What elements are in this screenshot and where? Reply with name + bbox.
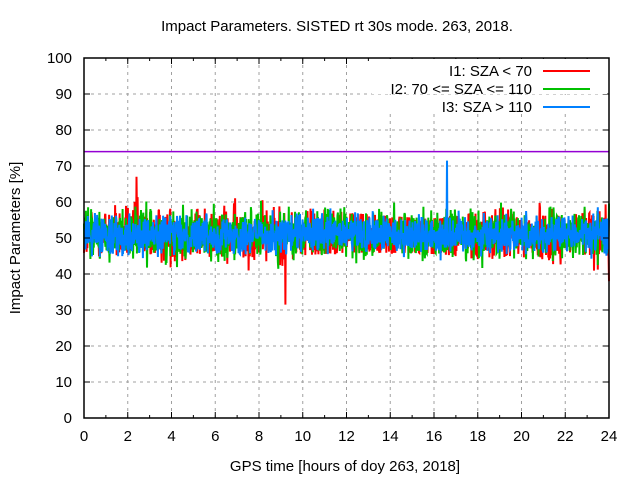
y-tick-label: 10 bbox=[55, 374, 72, 391]
legend-label: I2: 70 <= SZA <= 110 bbox=[391, 81, 533, 98]
y-tick-label: 70 bbox=[55, 158, 72, 175]
y-tick-label: 90 bbox=[55, 86, 72, 103]
axes bbox=[83, 57, 610, 419]
legend-label: I1: SZA < 70 bbox=[449, 63, 532, 80]
x-tick-label: 24 bbox=[601, 428, 618, 445]
x-tick-label: 22 bbox=[557, 428, 574, 445]
y-tick-label: 50 bbox=[55, 230, 72, 247]
x-tick-label: 12 bbox=[338, 428, 355, 445]
chart-title: Impact Parameters. SISTED rt 30s mode. 2… bbox=[161, 18, 513, 35]
x-tick-label: 4 bbox=[167, 428, 175, 445]
x-tick-label: 8 bbox=[255, 428, 263, 445]
x-tick-labels: 0 2 4 6 8 10 12 14 16 18 20 22 24 bbox=[80, 428, 618, 445]
y-tick-labels: 0 10 20 30 40 50 60 70 80 90 100 bbox=[47, 50, 72, 427]
x-tick-label: 20 bbox=[513, 428, 530, 445]
x-tick-label: 2 bbox=[124, 428, 132, 445]
x-tick-label: 6 bbox=[211, 428, 219, 445]
plot-area bbox=[83, 160, 610, 305]
y-axis-label: Impact Parameters [%] bbox=[7, 162, 24, 315]
x-tick-label: 14 bbox=[382, 428, 399, 445]
x-tick-label: 0 bbox=[80, 428, 88, 445]
y-tick-label: 40 bbox=[55, 266, 72, 283]
legend-label: I3: SZA > 110 bbox=[442, 99, 532, 116]
y-tick-label: 20 bbox=[55, 338, 72, 355]
x-tick-label: 16 bbox=[426, 428, 443, 445]
y-tick-label: 0 bbox=[64, 410, 72, 427]
y-tick-label: 60 bbox=[55, 194, 72, 211]
y-tick-label: 30 bbox=[55, 302, 72, 319]
series-line-3 bbox=[83, 160, 610, 261]
y-tick-label: 100 bbox=[47, 50, 72, 67]
plot-frame bbox=[83, 57, 610, 419]
series-3 bbox=[83, 160, 610, 261]
y-tick-label: 80 bbox=[55, 122, 72, 139]
x-tick-label: 18 bbox=[469, 428, 486, 445]
x-tick-label: 10 bbox=[294, 428, 311, 445]
x-axis-label: GPS time [hours of doy 263, 2018] bbox=[230, 458, 460, 475]
